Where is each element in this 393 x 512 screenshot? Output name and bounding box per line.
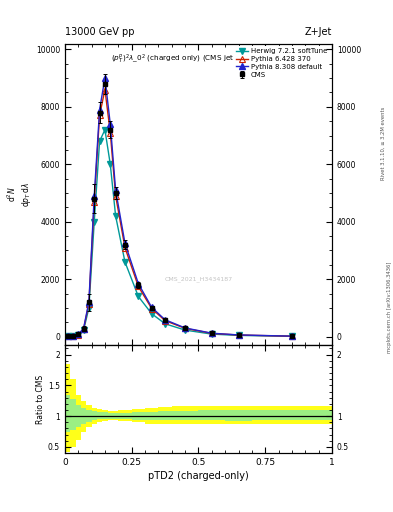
Pythia 8.308 default [136, 281, 141, 287]
Herwig 7.2.1 softTune [290, 333, 294, 339]
Pythia 8.308 default [108, 121, 113, 127]
Pythia 6.428 370 [236, 332, 241, 338]
Text: mcplots.cern.ch [arXiv:1306.3436]: mcplots.cern.ch [arXiv:1306.3436] [387, 262, 391, 353]
Herwig 7.2.1 softTune [163, 321, 167, 327]
Pythia 6.428 370 [70, 333, 75, 339]
Pythia 8.308 default [163, 317, 167, 323]
Pythia 8.308 default [149, 304, 154, 310]
Pythia 6.428 370 [65, 333, 70, 339]
Y-axis label: Ratio to CMS: Ratio to CMS [36, 375, 45, 424]
Pythia 6.428 370 [149, 306, 154, 312]
Pythia 6.428 370 [86, 301, 91, 307]
Pythia 6.428 370 [136, 283, 141, 289]
Pythia 8.308 default [86, 298, 91, 305]
Text: $(p_T^p)^2\lambda\_0^2$ (charged only) (CMS jet substructure): $(p_T^p)^2\lambda\_0^2$ (charged only) (… [112, 53, 285, 66]
Herwig 7.2.1 softTune [92, 219, 97, 225]
Pythia 8.308 default [92, 193, 97, 199]
Text: Rivet 3.1.10, ≥ 3.2M events: Rivet 3.1.10, ≥ 3.2M events [381, 106, 386, 180]
Pythia 8.308 default [65, 333, 70, 339]
Herwig 7.2.1 softTune [108, 161, 113, 167]
Herwig 7.2.1 softTune [103, 126, 107, 133]
Herwig 7.2.1 softTune [86, 305, 91, 311]
Pythia 6.428 370 [209, 330, 214, 336]
Pythia 8.308 default [97, 106, 102, 113]
Pythia 8.308 default [113, 187, 118, 193]
Pythia 6.428 370 [76, 331, 81, 337]
Pythia 6.428 370 [81, 326, 86, 332]
X-axis label: pTD2 (charged-only): pTD2 (charged-only) [148, 471, 249, 481]
Herwig 7.2.1 softTune [65, 333, 70, 339]
Pythia 8.308 default [290, 333, 294, 339]
Herwig 7.2.1 softTune [136, 293, 141, 300]
Herwig 7.2.1 softTune [97, 138, 102, 144]
Line: Herwig 7.2.1 softTune: Herwig 7.2.1 softTune [65, 127, 295, 339]
Pythia 8.308 default [209, 330, 214, 336]
Line: Pythia 6.428 370: Pythia 6.428 370 [65, 87, 295, 339]
Herwig 7.2.1 softTune [113, 213, 118, 219]
Pythia 6.428 370 [290, 333, 294, 339]
Text: 13000 GeV pp: 13000 GeV pp [65, 27, 134, 37]
Pythia 6.428 370 [97, 112, 102, 118]
Pythia 6.428 370 [108, 130, 113, 136]
Herwig 7.2.1 softTune [236, 332, 241, 338]
Pythia 8.308 default [183, 325, 187, 331]
Text: Z+Jet: Z+Jet [305, 27, 332, 37]
Pythia 6.428 370 [163, 317, 167, 324]
Pythia 8.308 default [81, 326, 86, 332]
Text: CMS_2021_H3434187: CMS_2021_H3434187 [164, 276, 233, 282]
Pythia 6.428 370 [103, 87, 107, 93]
Line: Pythia 8.308 default: Pythia 8.308 default [65, 75, 295, 339]
Herwig 7.2.1 softTune [76, 332, 81, 338]
Herwig 7.2.1 softTune [123, 259, 127, 265]
Pythia 6.428 370 [183, 325, 187, 331]
Pythia 6.428 370 [92, 199, 97, 205]
Pythia 8.308 default [70, 333, 75, 339]
Pythia 8.308 default [236, 332, 241, 338]
Y-axis label: $\mathrm{d}^2N$
$\mathrm{d}p_T\,\mathrm{d}\lambda$: $\mathrm{d}^2N$ $\mathrm{d}p_T\,\mathrm{… [6, 182, 33, 207]
Herwig 7.2.1 softTune [70, 333, 75, 339]
Pythia 6.428 370 [113, 193, 118, 199]
Pythia 8.308 default [103, 75, 107, 81]
Herwig 7.2.1 softTune [81, 327, 86, 333]
Legend: Herwig 7.2.1 softTune, Pythia 6.428 370, Pythia 8.308 default, CMS: Herwig 7.2.1 softTune, Pythia 6.428 370,… [233, 46, 330, 80]
Pythia 8.308 default [76, 331, 81, 337]
Pythia 8.308 default [123, 240, 127, 246]
Herwig 7.2.1 softTune [149, 311, 154, 317]
Herwig 7.2.1 softTune [183, 327, 187, 333]
Pythia 6.428 370 [123, 245, 127, 251]
Herwig 7.2.1 softTune [209, 331, 214, 337]
